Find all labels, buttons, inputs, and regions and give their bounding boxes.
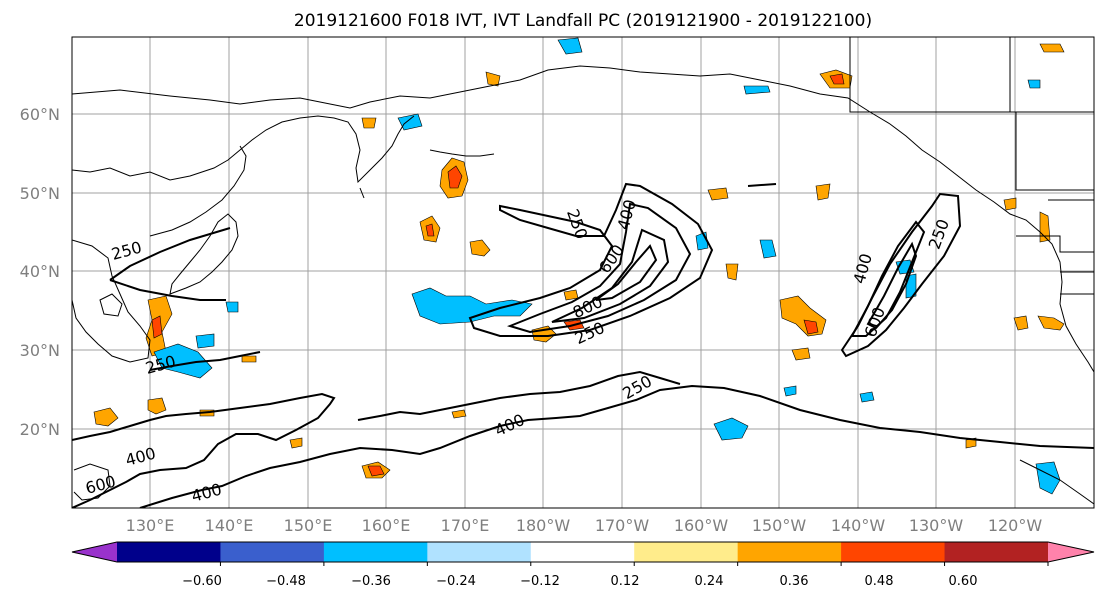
lat-label: 50°N [20, 184, 60, 203]
colorbar-tick-label: −0.48 [266, 574, 306, 589]
lon-label: 160°E [362, 516, 411, 535]
colorbar-outline [71, 541, 1095, 563]
lon-label: 160°W [674, 516, 729, 535]
colorbar-tick-label: −0.36 [351, 574, 391, 589]
longitude-labels: 130°E 140°E 150°E 160°E 170°E 180°W 170°… [126, 516, 1043, 535]
colorbar-segment [427, 542, 532, 562]
lat-label: 20°N [20, 420, 60, 439]
colorbar-segment [530, 542, 635, 562]
colorbar-segment [634, 542, 739, 562]
lat-label: 60°N [20, 105, 60, 124]
lon-label: 120°W [988, 516, 1043, 535]
map-frame [71, 36, 1095, 509]
lon-label: 140°E [205, 516, 254, 535]
lat-label: 40°N [20, 262, 60, 281]
lon-label: 130°E [126, 516, 175, 535]
colorbar-segment [944, 542, 1049, 562]
colorbar-tick-labels: −0.60 −0.48 −0.36 −0.24 −0.12 0.12 0.24 … [182, 574, 977, 589]
map-area: 250 250 250 250 250 400 400 400 400 600 … [71, 36, 1095, 509]
lon-label: 170°E [441, 516, 490, 535]
colorbar-segment [220, 542, 325, 562]
colorbar-tick-label: −0.24 [436, 574, 476, 589]
lon-label: 170°W [595, 516, 650, 535]
colorbar [71, 541, 1095, 566]
lon-label: 180°W [516, 516, 571, 535]
lat-label: 30°N [20, 341, 60, 360]
colorbar-tick-label: 0.36 [780, 574, 809, 589]
colorbar-tick-label: −0.12 [520, 574, 560, 589]
colorbar-segment [841, 542, 946, 562]
lon-label: 150°E [284, 516, 333, 535]
colorbar-extend-high [1048, 542, 1094, 562]
map-title: 2019121600 F018 IVT, IVT Landfall PC (20… [294, 11, 872, 31]
map-background [72, 37, 1094, 508]
lon-label: 150°W [752, 516, 807, 535]
ivt-positive-patches [93, 43, 1065, 479]
colorbar-extend-low [72, 542, 117, 562]
colorbar-segment [737, 542, 842, 562]
gridlines [72, 37, 1094, 508]
latitude-labels: 60°N 50°N 40°N 30°N 20°N [20, 105, 60, 439]
colorbar-tick-label: 0.60 [949, 574, 978, 589]
colorbar-segment [117, 542, 221, 562]
coastlines [72, 37, 1094, 505]
lon-label: 130°W [909, 516, 964, 535]
colorbar-tick-label: 0.12 [611, 574, 640, 589]
lon-label: 140°W [831, 516, 886, 535]
colorbar-tick-label: 0.24 [695, 574, 724, 589]
colorbar-segment [323, 542, 428, 562]
ivt-contours [72, 182, 1094, 508]
colorbar-tick-label: 0.48 [865, 574, 894, 589]
ivt-negative-patches [153, 37, 1061, 495]
colorbar-tick-label: −0.60 [182, 574, 222, 589]
